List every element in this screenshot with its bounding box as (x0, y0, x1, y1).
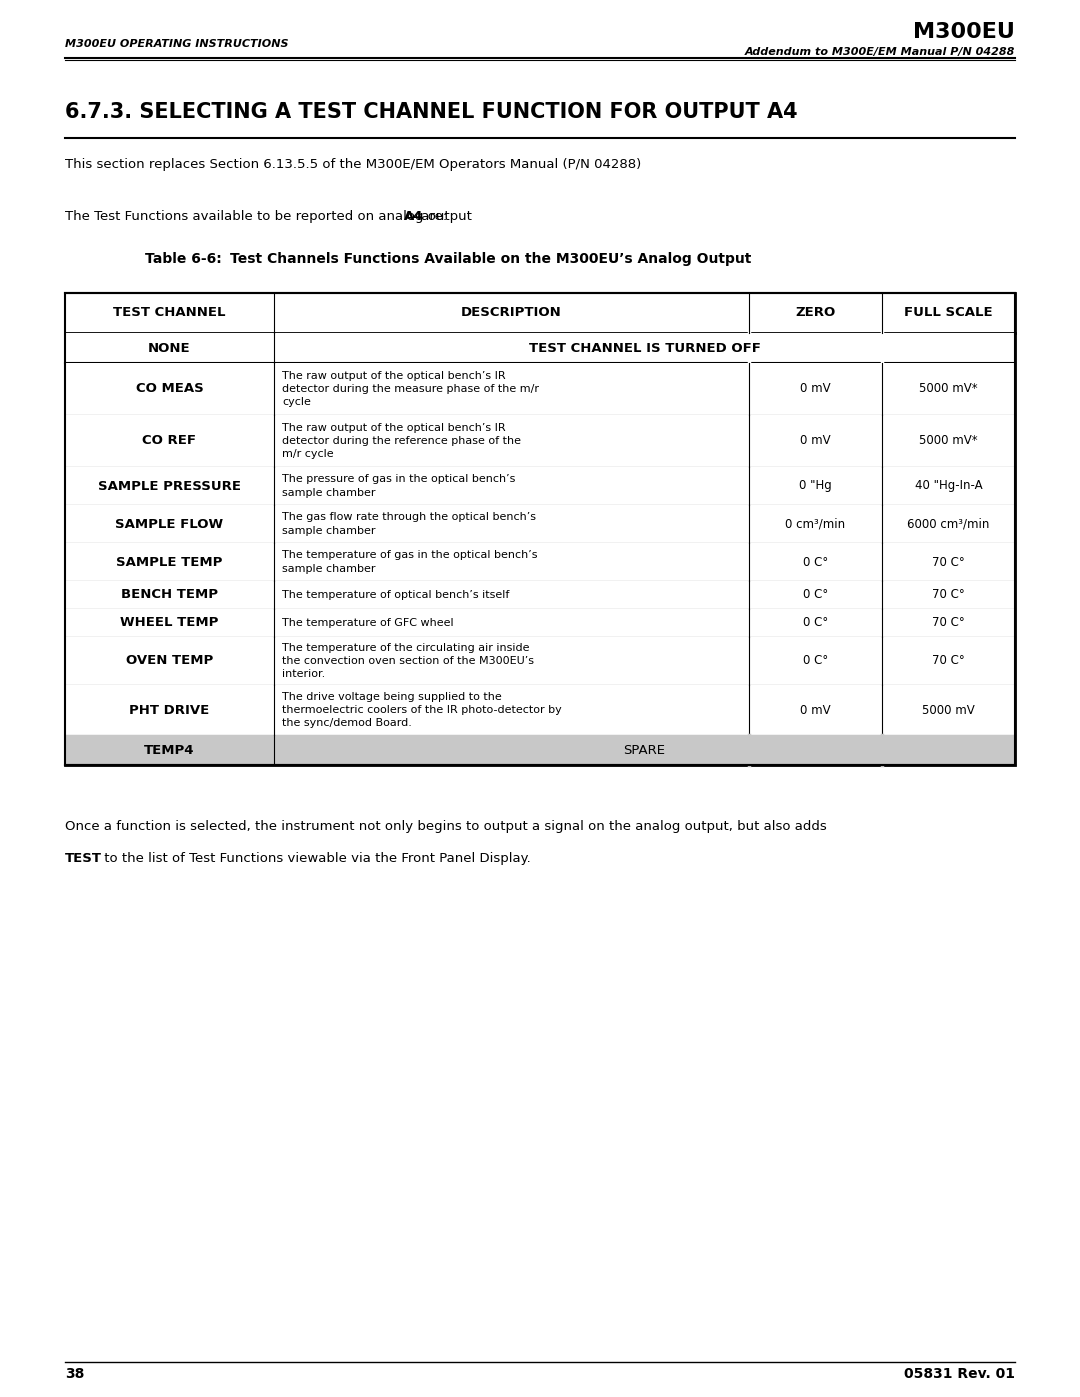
Text: The raw output of the optical bench’s IR
detector during the reference phase of : The raw output of the optical bench’s IR… (282, 423, 521, 460)
Bar (65, 415, 1015, 467)
Text: 0 mV: 0 mV (800, 704, 831, 717)
Text: 0 mV: 0 mV (800, 434, 831, 447)
Text: The temperature of gas in the optical bench’s
sample chamber: The temperature of gas in the optical be… (282, 550, 538, 574)
Text: 40 "Hg-In-A: 40 "Hg-In-A (915, 479, 983, 493)
Text: 5000 mV*: 5000 mV* (919, 434, 977, 447)
Bar (65, 609, 1015, 637)
Text: are:: are: (417, 210, 447, 224)
Text: 6000 cm³/min: 6000 cm³/min (907, 517, 989, 531)
Text: SAMPLE PRESSURE: SAMPLE PRESSURE (98, 479, 241, 493)
Text: A4: A4 (404, 210, 423, 224)
Text: Table 6-6:: Table 6-6: (145, 251, 221, 265)
Text: 70 C°: 70 C° (932, 588, 964, 602)
Text: CO MEAS: CO MEAS (136, 383, 203, 395)
Text: PHT DRIVE: PHT DRIVE (130, 704, 210, 717)
Bar (65, 735, 1015, 766)
Text: SAMPLE TEMP: SAMPLE TEMP (117, 556, 222, 569)
Text: 0 cm³/min: 0 cm³/min (785, 517, 846, 531)
Bar (65, 293, 1015, 766)
Text: 0 "Hg: 0 "Hg (799, 479, 832, 493)
Text: 6.7.3. SELECTING A TEST CHANNEL FUNCTION FOR OUTPUT A4: 6.7.3. SELECTING A TEST CHANNEL FUNCTION… (65, 102, 798, 122)
Text: to the list of Test Functions viewable via the Front Panel Display.: to the list of Test Functions viewable v… (100, 852, 530, 865)
Bar (65, 685, 1015, 735)
Text: The drive voltage being supplied to the
thermoelectric coolers of the IR photo-d: The drive voltage being supplied to the … (282, 692, 562, 728)
Bar (65, 332, 1015, 363)
Text: 5000 mV: 5000 mV (922, 704, 975, 717)
Text: 0 C°: 0 C° (802, 655, 828, 668)
Bar (65, 637, 1015, 685)
Text: The raw output of the optical bench’s IR
detector during the measure phase of th: The raw output of the optical bench’s IR… (282, 370, 539, 407)
Text: 0 C°: 0 C° (802, 556, 828, 569)
Text: ZERO: ZERO (795, 306, 836, 320)
Text: 70 C°: 70 C° (932, 616, 964, 630)
Text: SAMPLE FLOW: SAMPLE FLOW (116, 517, 224, 531)
Text: 0 mV: 0 mV (800, 383, 831, 395)
Text: The temperature of optical bench’s itself: The temperature of optical bench’s itsel… (282, 590, 510, 599)
Bar (65, 363, 1015, 415)
Text: Addendum to M300E/EM Manual P/N 04288: Addendum to M300E/EM Manual P/N 04288 (744, 47, 1015, 57)
Bar (65, 293, 1015, 766)
Text: FULL SCALE: FULL SCALE (904, 306, 993, 320)
Text: TEMP4: TEMP4 (145, 743, 194, 757)
Text: 0 C°: 0 C° (802, 616, 828, 630)
Text: OVEN TEMP: OVEN TEMP (126, 655, 213, 668)
Bar (65, 293, 1015, 332)
Text: BENCH TEMP: BENCH TEMP (121, 588, 218, 602)
Text: The pressure of gas in the optical bench’s
sample chamber: The pressure of gas in the optical bench… (282, 475, 515, 497)
Text: 0 C°: 0 C° (802, 588, 828, 602)
Text: The gas flow rate through the optical bench’s
sample chamber: The gas flow rate through the optical be… (282, 513, 536, 535)
Text: 38: 38 (65, 1368, 84, 1382)
Text: 05831 Rev. 01: 05831 Rev. 01 (904, 1368, 1015, 1382)
Text: SPARE: SPARE (623, 743, 665, 757)
Text: NONE: NONE (148, 341, 191, 355)
Text: CO REF: CO REF (143, 434, 197, 447)
Text: 70 C°: 70 C° (932, 655, 964, 668)
Text: The temperature of GFC wheel: The temperature of GFC wheel (282, 617, 454, 629)
Bar (65, 581, 1015, 609)
Text: TEST CHANNEL: TEST CHANNEL (113, 306, 226, 320)
Text: 5000 mV*: 5000 mV* (919, 383, 977, 395)
Text: DESCRIPTION: DESCRIPTION (461, 306, 562, 320)
Text: M300EU: M300EU (913, 22, 1015, 42)
Text: TEST CHANNEL IS TURNED OFF: TEST CHANNEL IS TURNED OFF (528, 341, 760, 355)
Text: WHEEL TEMP: WHEEL TEMP (120, 616, 218, 630)
Text: 70 C°: 70 C° (932, 556, 964, 569)
Bar (65, 543, 1015, 581)
Text: The Test Functions available to be reported on analog output: The Test Functions available to be repor… (65, 210, 476, 224)
Text: Test Channels Functions Available on the M300EU’s Analog Output: Test Channels Functions Available on the… (230, 251, 752, 265)
Bar (65, 467, 1015, 504)
Text: TEST: TEST (65, 852, 102, 865)
Text: Once a function is selected, the instrument not only begins to output a signal o: Once a function is selected, the instrum… (65, 820, 827, 833)
Text: The temperature of the circulating air inside
the convection oven section of the: The temperature of the circulating air i… (282, 643, 534, 679)
Text: This section replaces Section 6.13.5.5 of the M300E/EM Operators Manual (P/N 042: This section replaces Section 6.13.5.5 o… (65, 158, 642, 170)
Bar (65, 504, 1015, 543)
Text: M300EU OPERATING INSTRUCTIONS: M300EU OPERATING INSTRUCTIONS (65, 39, 288, 49)
